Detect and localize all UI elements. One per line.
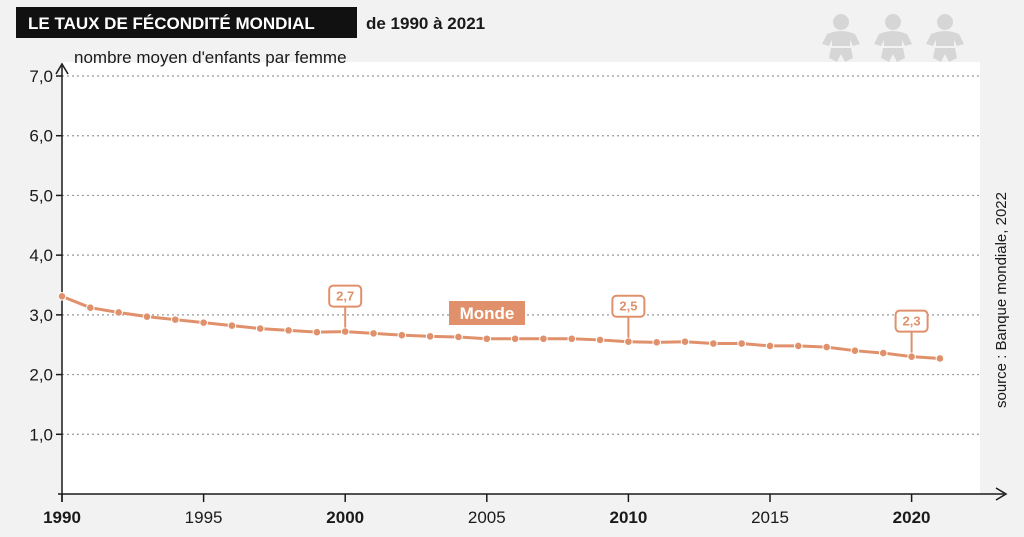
title-background <box>16 7 357 38</box>
data-point <box>652 338 662 347</box>
source-note: source : Banque mondiale, 2022 <box>993 192 1010 408</box>
data-point <box>312 327 322 337</box>
grid-lines <box>62 75 980 435</box>
y-tick-label: 6,0 <box>29 127 53 146</box>
callout-box <box>894 309 929 333</box>
series-label-box <box>449 301 525 325</box>
callout-value: 2,3 <box>903 314 921 329</box>
data-point <box>595 335 605 345</box>
y-tick-label: 4,0 <box>29 246 53 265</box>
data-point <box>284 326 293 335</box>
x-tick-label: 2015 <box>751 508 789 527</box>
plot-area <box>62 62 980 494</box>
callout-value: 2,7 <box>336 289 354 304</box>
data-point <box>765 341 775 351</box>
callout-value: 2,5 <box>619 299 637 314</box>
data-point <box>850 346 860 355</box>
data-point <box>199 318 208 327</box>
data-point <box>142 312 152 321</box>
x-tick-label: 1990 <box>43 508 81 527</box>
y-tick-label: 5,0 <box>29 186 53 205</box>
data-point <box>114 308 123 317</box>
data-point <box>539 334 548 344</box>
callout-box <box>611 294 646 318</box>
axes <box>55 62 1008 502</box>
data-point <box>822 342 831 352</box>
series-monde <box>57 292 945 363</box>
value-callout: 2,3 <box>894 309 929 353</box>
data-point <box>170 315 180 324</box>
baby-icon <box>874 14 912 62</box>
data-point <box>57 292 67 301</box>
baby-icons <box>822 14 964 62</box>
value-callout: 2,5 <box>611 294 646 338</box>
data-point <box>86 303 95 312</box>
y-tick-label: 2,0 <box>29 366 53 385</box>
data-point <box>567 334 577 344</box>
data-point <box>737 339 746 348</box>
data-point <box>935 354 945 363</box>
data-point <box>255 324 265 333</box>
data-point <box>680 337 690 347</box>
data-point <box>454 332 463 342</box>
x-tick-label: 2010 <box>609 508 647 527</box>
x-tick-label: 2005 <box>468 508 506 527</box>
data-point <box>369 329 378 338</box>
data-point <box>340 327 350 336</box>
series-line <box>61 294 941 360</box>
data-point <box>397 330 407 340</box>
y-tick-label: 7,0 <box>29 67 53 86</box>
x-tick-label: 1995 <box>185 508 223 527</box>
baby-icon <box>822 14 860 62</box>
data-point <box>482 334 492 344</box>
x-tick-labels: 1990 1995 2000 2005 2010 2015 2020 <box>43 508 930 527</box>
data-point <box>709 339 718 348</box>
baby-icon <box>926 14 964 62</box>
data-point <box>794 341 803 351</box>
value-callout: 2,7 <box>328 284 363 328</box>
data-point <box>510 334 520 344</box>
data-point <box>425 332 435 341</box>
data-point <box>227 321 237 330</box>
chart-title: LE TAUX DE FÉCONDITÉ MONDIAL <box>28 14 315 33</box>
y-tick-label: 3,0 <box>29 306 53 325</box>
data-point <box>907 352 916 361</box>
callout-box <box>328 284 363 308</box>
y-tick-labels: 1,0 2,0 3,0 4,0 5,0 6,0 7,0 <box>29 67 53 444</box>
data-point <box>878 348 888 358</box>
chart-subtitle: de 1990 à 2021 <box>366 14 485 33</box>
y-tick-label: 1,0 <box>29 425 53 444</box>
y-axis-label: nombre moyen d'enfants par femme <box>74 48 347 67</box>
y-axis-arrow <box>55 62 69 75</box>
annotations: 2,7 2,5 2,3 <box>328 284 929 353</box>
x-tick-label: 2000 <box>326 508 364 527</box>
x-axis-arrow <box>995 487 1008 501</box>
series-label: Monde <box>460 304 515 323</box>
data-point <box>624 337 633 347</box>
x-tick-label: 2020 <box>893 508 931 527</box>
